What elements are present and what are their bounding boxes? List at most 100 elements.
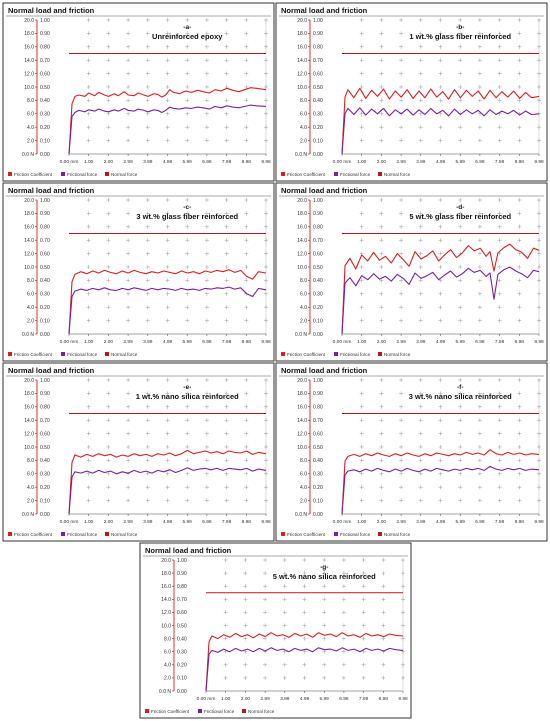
legend-swatch — [61, 352, 65, 356]
panel-label: -a- — [183, 24, 191, 31]
grid-plus — [126, 198, 131, 202]
grid-plus — [418, 404, 423, 409]
grid-plus — [537, 265, 541, 269]
grid-plus — [165, 445, 170, 449]
grid-plus — [126, 71, 131, 76]
grid-plus — [165, 278, 170, 283]
grid-plus — [106, 98, 111, 103]
grid-plus — [359, 318, 364, 323]
y-left-tick-label: 0.0 N — [295, 512, 307, 518]
grid-plus — [204, 111, 209, 116]
y-right-tick-label: 0.20 — [40, 485, 50, 491]
grid-plus — [477, 85, 482, 89]
grid-plus — [224, 278, 229, 283]
y-left-tick-label: 14.0 — [297, 58, 307, 64]
x-tick-label: 1.00 — [84, 339, 94, 345]
x-tick-label: 7.98 — [222, 339, 232, 345]
grid-plus — [477, 391, 482, 396]
grid-plus — [126, 58, 131, 63]
grid-plus — [379, 291, 384, 296]
grid-plus — [244, 224, 249, 229]
y-right-tick-label: 0.20 — [313, 125, 323, 131]
grid-plus — [401, 558, 405, 562]
grid-plus — [106, 291, 111, 296]
y-right-tick-label: 0.40 — [313, 98, 323, 104]
x-tick-label: 2.00 — [377, 159, 387, 165]
panel-e: Normal load and friction 0.0 N 2.0 4.0 6.0 8.… — [2, 362, 275, 542]
y-right-tick-label: 0.60 — [40, 251, 50, 257]
grid-plus — [399, 471, 404, 476]
grid-plus — [224, 431, 229, 436]
grid-plus — [477, 224, 482, 229]
grid-plus — [204, 291, 209, 296]
grid-plus — [185, 305, 190, 310]
grid-plus — [497, 418, 502, 423]
x-tick-label: 1.00 — [357, 519, 367, 525]
y-left-tick-label: 20.0 — [297, 18, 307, 24]
y-right-tick-label: 0.00 — [313, 512, 323, 518]
legend-label: Normal force — [384, 172, 411, 177]
grid-plus — [244, 111, 249, 116]
y-left-tick-label: 20.0 — [297, 198, 307, 204]
x-tick-label: 3.99 — [416, 519, 426, 525]
grid-plus — [264, 85, 268, 89]
y-left-tick-label: 14.0 — [297, 238, 307, 244]
grid-plus — [165, 85, 170, 89]
legend-label: Normal force — [384, 532, 411, 537]
grid-plus — [379, 378, 384, 382]
legend-swatch — [281, 352, 285, 356]
grid-plus — [86, 98, 91, 103]
grid-plus — [341, 558, 346, 562]
grid-plus — [126, 291, 131, 296]
grid-plus — [399, 291, 404, 296]
legend-swatch — [378, 532, 382, 536]
grid-plus — [165, 125, 170, 130]
grid-plus — [497, 58, 502, 63]
grid-plus — [418, 224, 423, 229]
grid-plus — [517, 125, 522, 130]
grid-plus — [497, 485, 502, 490]
grid-plus — [185, 238, 190, 243]
y-right-tick-label: 0.70 — [313, 238, 323, 244]
grid-plus — [418, 278, 423, 283]
x-tick-label: 2.99 — [123, 519, 133, 525]
grid-plus — [399, 418, 404, 423]
x-tick-label: 2.99 — [260, 696, 270, 702]
grid-plus — [438, 44, 443, 49]
legend-swatch — [8, 172, 12, 176]
grid-plus — [223, 610, 228, 615]
y-left-tick-label: 8.0 — [27, 458, 34, 464]
grid-plus — [224, 404, 229, 409]
legend-label: Frictional force — [67, 172, 98, 177]
grid-plus — [244, 31, 249, 36]
grid-plus — [263, 623, 268, 628]
grid-plus — [86, 58, 91, 63]
grid-plus — [517, 265, 522, 269]
grid-plus — [477, 291, 482, 296]
grid-plus — [106, 238, 111, 243]
x-tick-label: 0.00 mm — [333, 339, 352, 345]
y-left-tick-label: 8.0 — [300, 278, 307, 284]
y-right-tick-label: 0.20 — [313, 305, 323, 311]
y-right-tick-label: 0.50 — [313, 445, 323, 451]
grid-plus — [399, 251, 404, 256]
grid-plus — [361, 662, 366, 667]
grid-plus — [86, 431, 91, 436]
y-right-tick-label: 0.90 — [313, 391, 323, 397]
grid-plus — [263, 597, 268, 602]
grid-plus — [537, 498, 541, 503]
x-tick-label: 2.00 — [241, 696, 251, 702]
grid-plus — [379, 485, 384, 490]
legend-label: Friction Coefficient — [151, 709, 190, 714]
y-right-tick-label: 0.80 — [177, 584, 187, 590]
grid-plus — [165, 44, 170, 49]
x-tick-label: 2.00 — [104, 339, 114, 345]
grid-plus — [477, 138, 482, 143]
grid-plus — [224, 471, 229, 476]
grid-plus — [264, 211, 268, 216]
grid-plus — [264, 445, 268, 449]
grid-plus — [438, 498, 443, 503]
grid-plus — [244, 125, 249, 130]
friction-coefficient-line — [341, 243, 540, 335]
grid-plus — [438, 471, 443, 476]
